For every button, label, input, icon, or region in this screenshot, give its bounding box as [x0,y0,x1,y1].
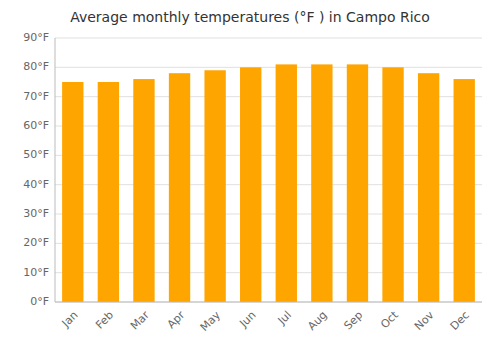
x-tick-label: May [198,308,224,334]
y-tick-label: 70°F [23,90,49,103]
y-axis-line [55,38,56,302]
x-tick-label: Jul [275,309,294,328]
bar [347,64,368,302]
grid-line [55,38,482,39]
y-tick-label: 80°F [23,60,49,73]
x-tick-label: Apr [165,308,188,331]
y-tick-label: 0°F [30,295,49,308]
x-tick-label: Oct [378,308,401,331]
bar [240,67,261,302]
title: Average monthly temperatures (°F ) in Ca… [70,9,430,25]
bar [169,73,190,302]
chart: Average monthly temperatures (°F ) in Ca… [0,0,500,350]
y-tick-label: 30°F [23,207,49,220]
x-tick-label: Feb [93,309,116,332]
y-tick-label: 90°F [23,31,49,44]
bars [62,64,475,302]
x-tick-label: Sep [341,309,365,333]
bar [418,73,439,302]
bar [98,82,119,302]
y-tick-label: 10°F [23,266,49,279]
y-tick-label: 50°F [23,148,49,161]
x-tick-label: Jun [236,309,258,331]
bar [311,64,332,302]
y-tick-label: 60°F [23,119,49,132]
bar [382,67,403,302]
x-tick-label: Jan [59,309,81,331]
grid [55,38,482,302]
x-tick-label: Nov [412,308,437,333]
grid-line [55,302,482,303]
bar [276,64,297,302]
y-tick-label: 40°F [23,178,49,191]
x-tick-label: Mar [128,308,152,332]
bar [204,70,225,302]
x-tick-label: Dec [448,309,472,333]
bar [133,79,154,302]
grid-line [55,67,482,68]
y-tick-labels: 0°F 10°F 20°F 30°F 40°F 50°F 60°F 70°F 80°F 90°F [23,31,49,308]
x-tick-labels: Jan Feb Mar Apr May Jun Jul Aug Sep Oct Nov Dec [59,308,472,334]
x-tick-label: Aug [305,309,329,333]
bar [454,79,475,302]
x-axis-line [55,302,482,303]
y-tick-label: 20°F [23,236,49,249]
bar [62,82,83,302]
